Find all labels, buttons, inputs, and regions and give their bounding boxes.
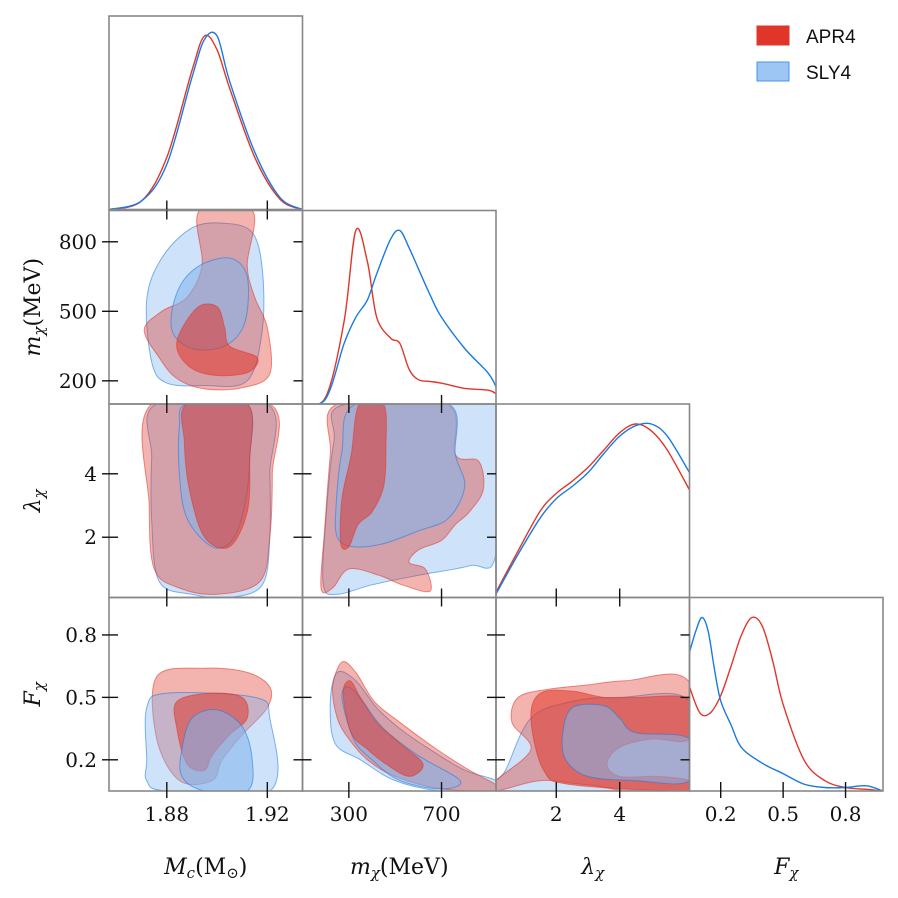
marginal-line-sly4-Mc	[109, 31, 303, 210]
axis-label-mchi: mχ(MeV)	[350, 855, 449, 882]
panel-mchi-F-contours	[329, 660, 496, 791]
contour-apr4-68	[342, 680, 424, 777]
x-tick-label-F: 0.8	[830, 802, 862, 826]
legend-label-apr4: APR4	[806, 27, 856, 48]
marginal-line-apr4-lambda	[496, 423, 690, 593]
axis-label-lambda: λχ	[21, 488, 48, 513]
contour-apr4-68	[176, 303, 259, 377]
marginal-line-apr4-Mc	[109, 34, 303, 210]
y-tick-label-mchi: 200	[59, 369, 97, 393]
contour-sly4-68	[179, 709, 254, 791]
axis-label-lambda: λχ	[580, 855, 605, 882]
x-tick-label-mchi: 700	[422, 802, 460, 826]
marginal-lambda	[496, 422, 690, 595]
marginal-line-sly4-F	[689, 616, 883, 791]
panel-mchi-lambda-contours	[320, 404, 496, 596]
y-tick-label-mchi: 800	[59, 230, 97, 254]
axis-label-F: Fχ	[21, 681, 48, 707]
x-tick-label-Mc: 1.88	[145, 802, 190, 826]
y-tick-label-F: 0.5	[65, 685, 97, 709]
panel-Mc-F-contours	[144, 667, 279, 791]
tick-layer	[102, 200, 847, 798]
marginal-line-apr4-F	[689, 616, 883, 791]
contour-sly4-68	[561, 703, 690, 785]
y-tick-label-mchi: 500	[59, 299, 97, 323]
x-tick-label-mchi: 300	[330, 802, 368, 826]
marginal-line-sly4-mchi	[302, 229, 496, 404]
marginal-line-sly4-lambda	[496, 422, 690, 595]
panel-lambda-F-contours	[496, 673, 690, 791]
y-tick-label-lambda: 2	[84, 525, 97, 549]
x-tick-label-F: 0.5	[767, 802, 799, 826]
panel-frame-Mc-Mc	[108, 15, 304, 211]
legend: APR4 SLY4	[756, 25, 856, 84]
axis-label-layer: 1.88 1.92 300 700 2 4 0.2 0.5 0.8 200 500 800 2 4 0.2 0…	[21, 230, 861, 882]
legend-label-sly4: SLY4	[806, 63, 852, 84]
contour-sly4-95	[329, 670, 496, 791]
axis-label-mchi: mχ(MeV)	[21, 258, 48, 357]
y-tick-label-lambda: 4	[84, 462, 97, 486]
x-tick-label-lambda: 2	[550, 802, 563, 826]
marginal-Mc	[109, 31, 303, 210]
y-tick-label-F: 0.8	[65, 623, 97, 647]
panel-Mc-mchi-contours	[143, 210, 273, 391]
legend-swatch-sly4	[756, 61, 790, 82]
panel-frame-mchi-mchi	[301, 209, 497, 405]
panel-frame-F-F	[688, 596, 884, 792]
contour-layer	[141, 210, 690, 791]
marginal-F	[689, 616, 883, 791]
marginal-line-apr4-mchi	[302, 227, 496, 404]
axis-label-F: Fχ	[773, 855, 799, 882]
y-tick-label-F: 0.2	[65, 748, 97, 772]
x-tick-label-Mc: 1.92	[245, 802, 290, 826]
panel-frame-layer	[108, 15, 884, 792]
x-tick-label-F: 0.2	[705, 802, 737, 826]
contour-apr4-68	[180, 404, 254, 549]
panel-Mc-lambda-contours	[141, 404, 280, 598]
marginal-line-layer	[109, 31, 883, 791]
x-tick-label-lambda: 4	[613, 802, 626, 826]
legend-swatch-apr4	[756, 25, 790, 46]
panel-frame-lambda-lambda	[495, 403, 691, 599]
marginal-mchi	[302, 227, 496, 404]
axis-label-Mc: Mc(M⊙)	[163, 855, 247, 882]
contour-apr4-68	[339, 404, 387, 550]
